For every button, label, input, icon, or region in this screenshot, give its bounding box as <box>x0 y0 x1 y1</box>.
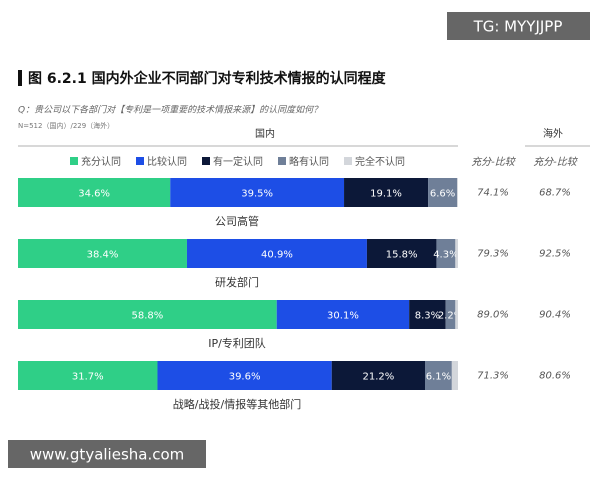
total-label: 80.6% <box>539 371 571 382</box>
bar-segment <box>170 178 345 207</box>
data-label: 58.8% <box>131 311 163 322</box>
watermark: www.gtyaliesha.com <box>30 446 185 464</box>
watermark: TG: MYYJJPP <box>473 18 563 36</box>
bar-segment <box>455 300 458 329</box>
bar-segment <box>457 178 458 207</box>
column-header: 充分-比较 <box>533 156 579 168</box>
bar-segment <box>451 361 458 390</box>
data-label: 8.3% <box>415 311 440 322</box>
total-label: 71.3% <box>477 371 509 382</box>
data-label: 15.8% <box>386 250 418 261</box>
bar-segment <box>428 178 458 207</box>
bar-segment <box>18 300 277 329</box>
category-label: 公司高管 <box>215 214 259 228</box>
bar-segment <box>455 239 458 268</box>
bar-segment <box>409 300 446 329</box>
bar-segment <box>157 361 332 390</box>
bar-segment <box>18 178 171 207</box>
total-label: 79.3% <box>477 249 509 260</box>
title-marker <box>18 70 22 86</box>
data-label: 21.2% <box>362 372 394 383</box>
group-header: 海外 <box>543 127 563 140</box>
total-label: 92.5% <box>539 249 571 260</box>
total-label: 74.1% <box>477 188 509 199</box>
data-label: 31.7% <box>72 372 104 383</box>
bar-segment <box>186 239 367 268</box>
legend-swatch <box>202 157 210 165</box>
data-label: 6.6% <box>430 189 455 200</box>
legend-swatch <box>136 157 144 165</box>
total-label: 90.4% <box>539 310 571 321</box>
bar-segment <box>425 361 452 390</box>
data-label: 30.1% <box>327 311 359 322</box>
group-header: 国内 <box>255 127 275 140</box>
subtitle: Q：贵公司以下各部门对【专利是一项重要的技术情报来源】的认同度如何？ <box>18 105 322 116</box>
data-label: 39.5% <box>241 189 273 200</box>
data-label: 40.9% <box>261 250 293 261</box>
bar-segment <box>276 300 410 329</box>
legend-label: 略有认同 <box>289 155 329 168</box>
data-label: 34.6% <box>78 189 110 200</box>
category-label: IP/专利团队 <box>208 336 266 350</box>
data-label: 2.2% <box>438 311 463 322</box>
category-label: 战略/战投/情报等其他部门 <box>173 397 301 411</box>
bar-segment <box>366 239 437 268</box>
bar-segment <box>445 300 456 329</box>
bar-segment <box>436 239 456 268</box>
total-label: 89.0% <box>477 310 509 321</box>
watermark-box <box>447 12 590 40</box>
data-label: 38.4% <box>87 250 119 261</box>
legend-label: 有一定认同 <box>213 155 263 168</box>
data-label: 19.1% <box>370 189 402 200</box>
watermark-box <box>8 440 206 468</box>
column-header: 充分-比较 <box>471 156 517 168</box>
data-label: 39.6% <box>229 372 261 383</box>
legend-swatch <box>278 157 286 165</box>
bar-segment <box>18 361 158 390</box>
category-label: 研发部门 <box>215 275 259 289</box>
legend-label: 充分认同 <box>81 155 121 168</box>
bar-segment <box>18 239 187 268</box>
note: N=512（国内）/229（海外） <box>18 121 114 130</box>
legend-swatch <box>344 157 352 165</box>
legend-swatch <box>70 157 78 165</box>
data-label: 6.1% <box>426 372 451 383</box>
bar-segment <box>331 361 425 390</box>
legend-label: 完全不认同 <box>355 155 405 168</box>
legend-label: 比较认同 <box>147 155 187 168</box>
chart-title: 图 6.2.1 国内外企业不同部门对专利技术情报的认同程度 <box>28 70 387 87</box>
total-label: 68.7% <box>539 188 571 199</box>
data-label: 4.3% <box>433 250 458 261</box>
bar-segment <box>344 178 429 207</box>
